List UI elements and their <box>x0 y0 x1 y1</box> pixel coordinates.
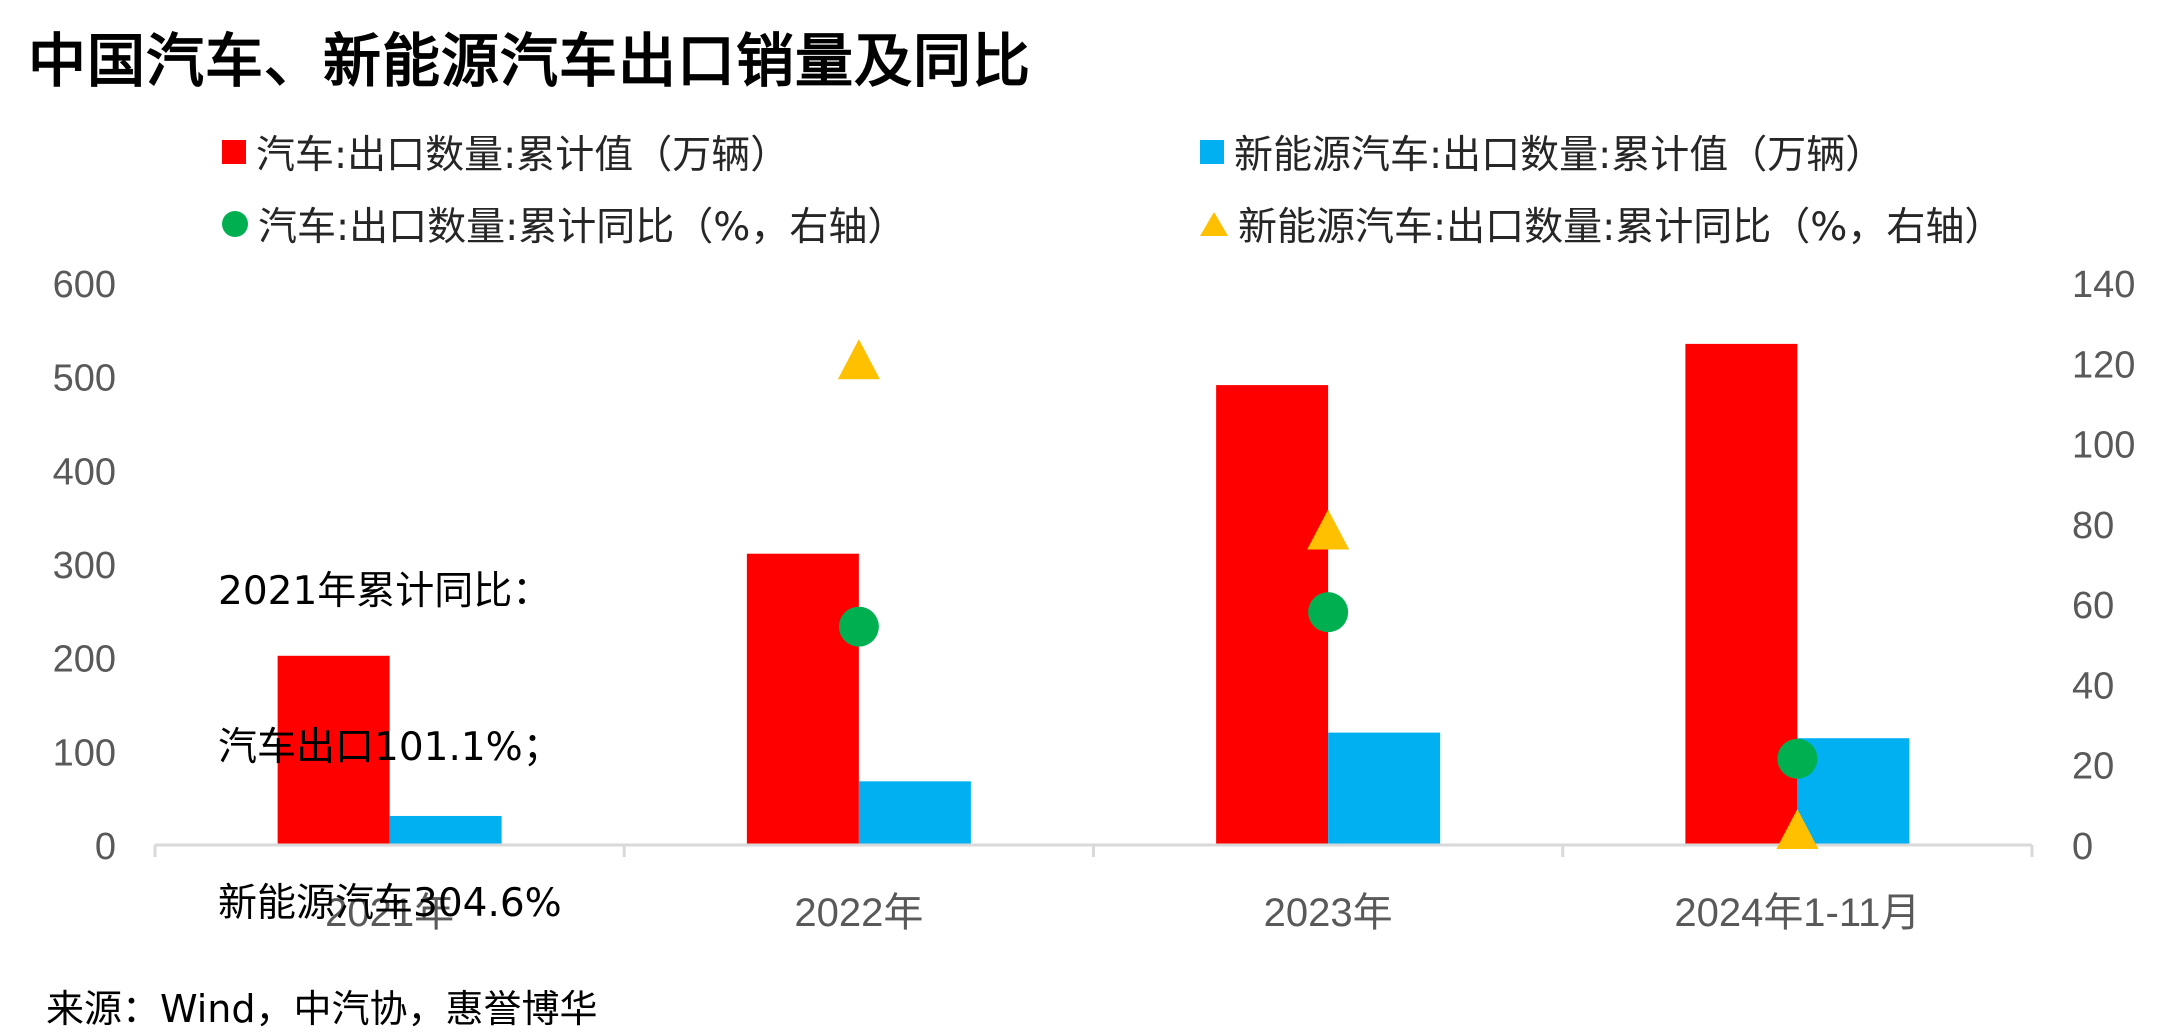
legend-label: 新能源汽车:出口数量:累计值（万辆） <box>1234 133 1885 178</box>
legend-label: 汽车:出口数量:累计同比（%，右轴） <box>258 205 907 250</box>
chart-title: 中国汽车、新能源汽车出口销量及同比 <box>28 27 1032 95</box>
x-category-label: 2022年 <box>794 891 923 935</box>
legend-square-blue-icon <box>1200 140 1224 164</box>
x-category-label: 2023年 <box>1264 891 1393 935</box>
legend-triangle-yellow-icon <box>1200 212 1228 236</box>
y-right-tick-label: 0 <box>2072 826 2093 868</box>
legend-square-red-icon <box>222 140 246 164</box>
marker-nev-yoy <box>837 339 880 380</box>
legend-circle-green-icon <box>222 211 248 237</box>
annotation-line: 汽车出口101.1%； <box>218 725 562 770</box>
bar-car-export <box>746 553 859 845</box>
source-note: 来源：Wind，中汽协，惠誉博华 <box>46 987 598 1031</box>
x-category-label: 2024年1-11月 <box>1674 891 1920 935</box>
marker-nev-yoy <box>1776 808 1819 849</box>
marker-car-yoy <box>1308 592 1349 633</box>
legend-label: 新能源汽车:出口数量:累计同比（%，右轴） <box>1238 205 2004 250</box>
bar-nev-export <box>1328 732 1441 845</box>
y-left-tick-label: 400 <box>53 451 116 493</box>
legend-item-nev-export: 新能源汽车:出口数量:累计值（万辆） <box>1200 124 1884 180</box>
annotation-line: 新能源汽车304.6% <box>218 881 562 926</box>
marker-car-yoy <box>838 606 879 647</box>
marker-car-yoy <box>1777 738 1818 779</box>
y-right-tick-label: 20 <box>2072 746 2114 788</box>
y-left-tick-label: 0 <box>95 826 116 868</box>
y-right-tick-label: 40 <box>2072 665 2114 707</box>
marker-nev-yoy <box>1307 509 1350 550</box>
legend-item-car-export: 汽车:出口数量:累计值（万辆） <box>222 124 789 180</box>
y-right-tick-label: 60 <box>2072 585 2114 627</box>
annotation-line: 2021年累计同比： <box>218 569 552 614</box>
legend-item-car-yoy: 汽车:出口数量:累计同比（%，右轴） <box>222 196 906 252</box>
y-left-tick-label: 200 <box>53 639 116 681</box>
x-category-label: 2021年 <box>325 891 454 935</box>
y-left-tick-label: 500 <box>53 358 116 400</box>
y-right-tick-label: 100 <box>2072 425 2135 467</box>
y-right-tick-label: 120 <box>2072 344 2135 386</box>
y-left-tick-label: 300 <box>53 545 116 587</box>
bar-nev-export <box>858 781 971 845</box>
y-left-tick-label: 100 <box>53 732 116 774</box>
y-right-tick-label: 80 <box>2072 505 2114 547</box>
bar-nev-export <box>389 815 502 845</box>
legend-label: 汽车:出口数量:累计值（万辆） <box>256 133 790 178</box>
bar-car-export <box>1685 343 1798 845</box>
bar-car-export <box>277 655 390 845</box>
legend-item-nev-yoy: 新能源汽车:出口数量:累计同比（%，右轴） <box>1200 196 2003 252</box>
y-left-tick-label: 600 <box>53 264 116 306</box>
annotation: 2021年累计同比： 汽车出口101.1%； 新能源汽车304.6% <box>218 462 562 982</box>
y-right-tick-label: 140 <box>2072 264 2135 306</box>
